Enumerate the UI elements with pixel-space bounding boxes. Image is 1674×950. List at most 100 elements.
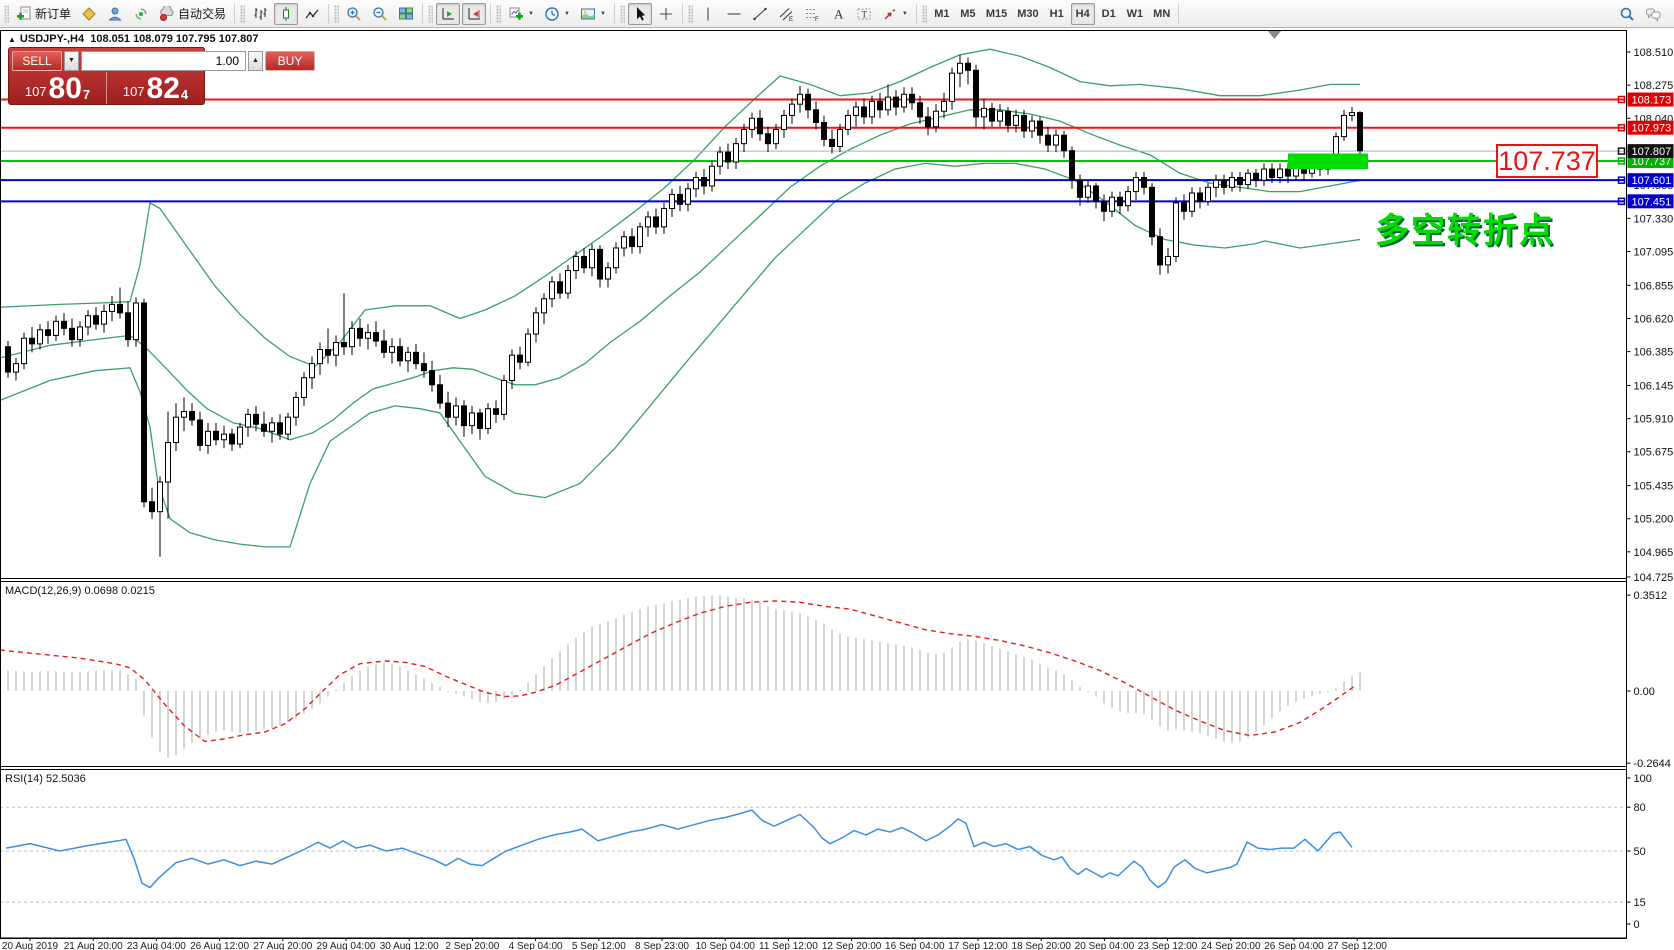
sell-price[interactable]: 107 80 7 — [9, 72, 107, 104]
template-icon — [580, 8, 595, 19]
chart-window[interactable]: ▲ USDJPY-,H4 108.051 108.079 107.795 107.… — [0, 28, 1674, 950]
text-a-icon: A — [834, 6, 844, 21]
new-order-icon — [17, 6, 31, 20]
signals-button[interactable] — [129, 3, 153, 25]
volume-input[interactable] — [81, 51, 246, 71]
svg-text:26 Sep 04:00: 26 Sep 04:00 — [1264, 941, 1324, 950]
svg-text:-0.2644: -0.2644 — [1634, 758, 1671, 770]
timeframe-m30-button[interactable]: M30 — [1013, 3, 1042, 25]
svg-text:T: T — [861, 9, 867, 19]
text-label-button[interactable]: T — [852, 3, 876, 25]
auto-scroll-button[interactable] — [436, 2, 461, 25]
line-chart-button[interactable] — [300, 3, 324, 25]
zoom-out-button[interactable] — [368, 3, 392, 25]
quotes-button[interactable] — [77, 3, 101, 25]
svg-text:104.725: 104.725 — [1634, 572, 1674, 584]
toolbar-separator — [490, 3, 492, 24]
toolbar-grip — [619, 4, 625, 23]
toolbar-separator — [422, 3, 424, 24]
timeframe-m5-button[interactable]: M5 — [956, 3, 980, 25]
auto-trading-button[interactable]: 自动交易 — [155, 3, 230, 25]
zoom-in-button[interactable] — [342, 3, 366, 25]
periods-button[interactable]: ▼ — [540, 3, 574, 25]
volume-up-button[interactable]: ▲ — [248, 51, 263, 71]
text-button[interactable]: A — [826, 3, 850, 25]
templates-button[interactable]: ▼ — [576, 3, 610, 25]
svg-text:F: F — [815, 17, 819, 22]
new-order-button[interactable]: 新订单 — [12, 3, 75, 25]
toolbar-separator — [681, 3, 683, 24]
crosshair-button[interactable] — [654, 3, 678, 25]
bar-chart-button[interactable] — [248, 3, 272, 25]
svg-text:21 Aug 20:00: 21 Aug 20:00 — [64, 941, 123, 950]
timeframe-h1-button[interactable]: H1 — [1045, 3, 1069, 25]
trendline-button[interactable] — [748, 3, 772, 25]
timeframe-mn-button[interactable]: MN — [1149, 3, 1174, 25]
svg-text:RSI(14) 52.5036: RSI(14) 52.5036 — [5, 773, 86, 785]
svg-text:10 Sep 04:00: 10 Sep 04:00 — [695, 941, 755, 950]
navigator-button[interactable] — [103, 3, 127, 25]
svg-text:105.675: 105.675 — [1634, 447, 1674, 459]
toolbar-grip — [687, 4, 693, 23]
symbol-ohlc: 108.051 108.079 107.795 107.807 — [90, 33, 259, 45]
macd-pane — [1, 595, 1361, 758]
dropdown-arrow-icon[interactable]: ▼ — [563, 10, 570, 17]
horizontal-line-button[interactable] — [722, 3, 746, 25]
fibonacci-button[interactable]: F — [800, 3, 824, 25]
trendline-icon — [753, 7, 767, 20]
sell-price-prefix: 107 — [24, 84, 47, 99]
svg-text:23 Sep 12:00: 23 Sep 12:00 — [1138, 941, 1198, 950]
svg-text:107.737: 107.737 — [1498, 146, 1596, 176]
timeframe-m15-button[interactable]: M15 — [982, 3, 1011, 25]
volume-down-button[interactable]: ▼ — [64, 51, 79, 71]
chart-shift-marker[interactable] — [1268, 31, 1281, 39]
toolbar-group: 新订单 自动交易 — [11, 3, 231, 25]
cursor-button[interactable] — [627, 2, 652, 25]
chart-canvas[interactable]: 多空转折点多空转折点108.510108.275108.040107.80510… — [0, 28, 1674, 950]
dropdown-arrow-icon[interactable]: ▼ — [901, 10, 908, 17]
price-alert-box[interactable]: 107.737 — [1496, 144, 1619, 178]
sell-button[interactable]: SELL — [12, 51, 62, 71]
main-toolbar: 新订单 自动交易 ▼ ▼ ▼ E F A T ▼ M1 M5 M15 M30 H1 H4 D1 W1 MN — [0, 0, 1674, 28]
svg-text:11 Sep 12:00: 11 Sep 12:00 — [759, 941, 818, 950]
search-button[interactable] — [1615, 3, 1639, 25]
svg-text:18 Sep 20:00: 18 Sep 20:00 — [1011, 941, 1071, 950]
svg-text:27 Aug 20:00: 27 Aug 20:00 — [253, 941, 312, 950]
search-icon — [1620, 7, 1634, 21]
indicators-button[interactable]: ▼ — [504, 3, 538, 25]
rsi-pane — [1, 806, 1625, 903]
svg-text:106.385: 106.385 — [1634, 347, 1674, 359]
arrows-tool-icon — [884, 8, 895, 19]
equidistant-channel-button[interactable]: E — [774, 3, 798, 25]
timeframe-d1-button[interactable]: D1 — [1097, 3, 1121, 25]
buy-button[interactable]: BUY — [265, 51, 315, 71]
dropdown-arrow-icon[interactable]: ▼ — [599, 10, 606, 17]
green-highlight-zone[interactable] — [1288, 153, 1368, 170]
vertical-line-button[interactable] — [696, 3, 720, 25]
svg-text:107.973: 107.973 — [1632, 123, 1672, 135]
candles-icon — [283, 6, 290, 21]
timeframe-w1-button[interactable]: W1 — [1123, 3, 1148, 25]
buy-price[interactable]: 107 82 4 — [107, 72, 204, 104]
svg-text:107.451: 107.451 — [1632, 196, 1672, 208]
candlestick-chart-button[interactable] — [274, 2, 299, 25]
toolbar-grip — [428, 4, 434, 23]
toolbar-separator — [234, 3, 236, 24]
toolbar-separator — [328, 3, 330, 24]
chat-button[interactable] — [1641, 3, 1665, 25]
svg-text:100: 100 — [1634, 773, 1652, 785]
timeframe-h4-button[interactable]: H4 — [1070, 2, 1095, 25]
price-tag-108.173: 108.173 — [1617, 92, 1674, 107]
tile-windows-button[interactable] — [394, 3, 418, 25]
timeframe-label: MN — [1153, 7, 1171, 20]
toolbar-group: M1 M5 M15 M30 H1 H4 D1 W1 MN — [929, 2, 1175, 25]
svg-text:105.910: 105.910 — [1634, 414, 1674, 426]
dropdown-arrow-icon[interactable]: ▼ — [528, 10, 534, 17]
arrows-button[interactable]: ▼ — [878, 3, 912, 25]
svg-text:5 Sep 12:00: 5 Sep 12:00 — [572, 941, 626, 950]
toolbar-grip — [240, 4, 246, 23]
timeframe-m1-button[interactable]: M1 — [930, 3, 954, 25]
chart-shift-button[interactable] — [462, 2, 487, 25]
